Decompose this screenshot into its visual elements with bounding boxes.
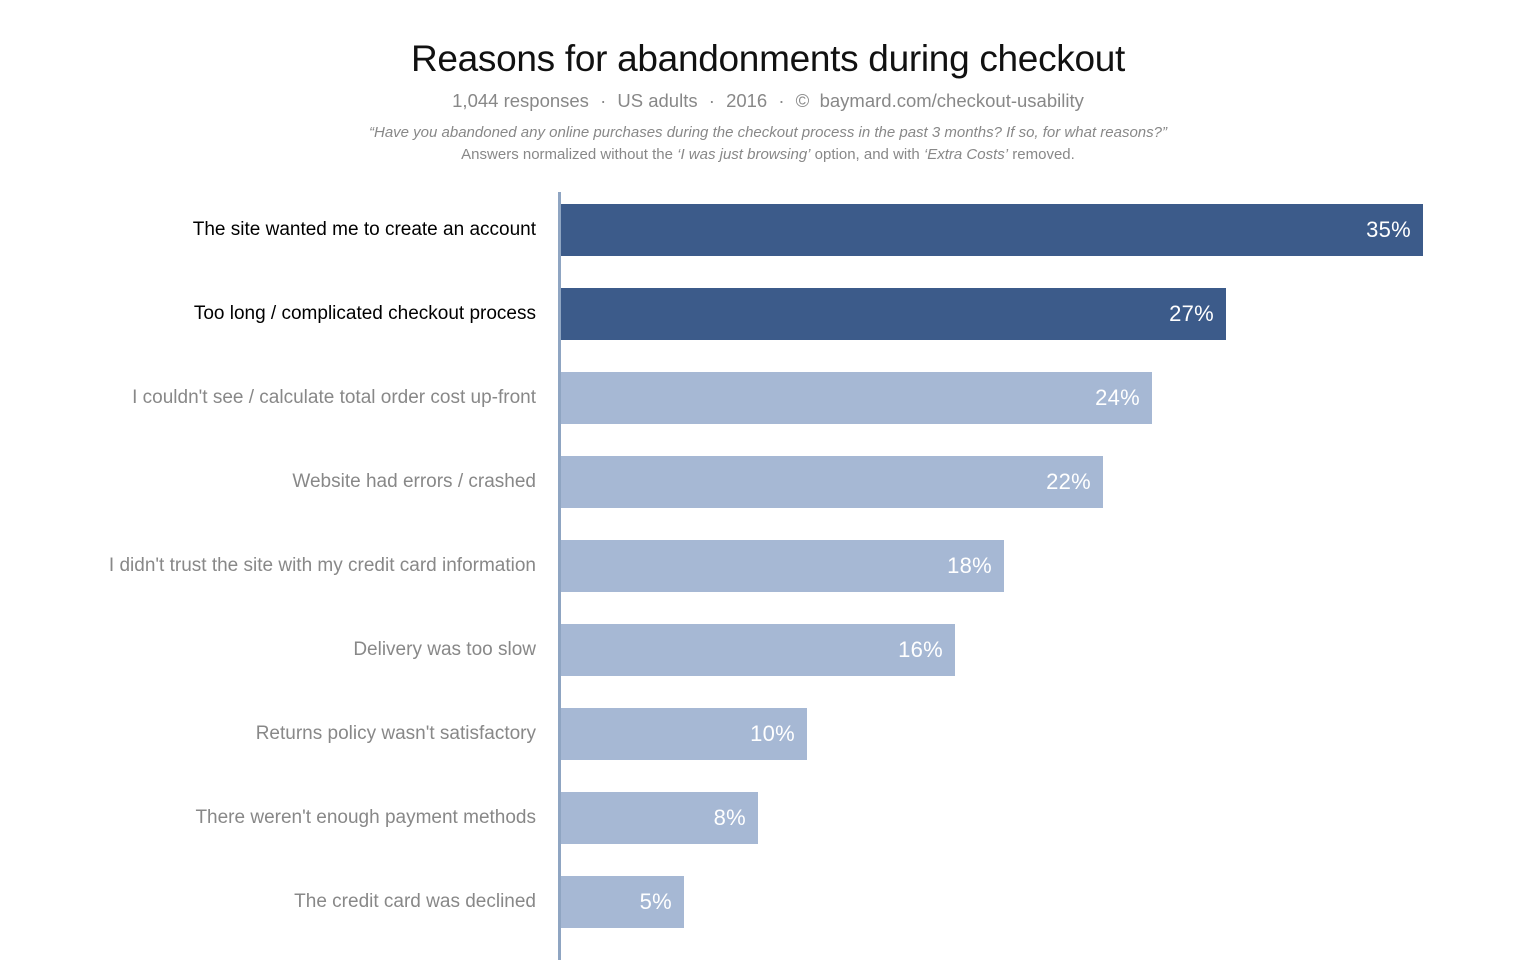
bar-row: Too long / complicated checkout process 2… <box>60 288 1476 340</box>
bar-row: The site wanted me to create an account 3… <box>60 204 1476 256</box>
bar-chart: The site wanted me to create an account 3… <box>60 192 1476 960</box>
bar-label: Too long / complicated checkout process <box>60 304 558 324</box>
bar-label: Website had errors / crashed <box>60 472 558 492</box>
bar-value: 27% <box>1169 301 1226 327</box>
survey-question: “Have you abandoned any online purchases… <box>369 124 1167 141</box>
bar-row: I didn't trust the site with my credit c… <box>60 540 1476 592</box>
bar: 27% <box>561 288 1226 340</box>
bar-value: 24% <box>1095 385 1152 411</box>
bar-value: 8% <box>714 805 758 831</box>
normalization-note: Answers normalized without the <box>461 146 677 163</box>
normalization-em-1: ‘I was just browsing’ <box>677 146 810 163</box>
source-url: baymard.com/checkout-usability <box>820 90 1084 111</box>
bar: 8% <box>561 792 758 844</box>
bar: 5% <box>561 876 684 928</box>
bar-value: 18% <box>947 553 1004 579</box>
bar-row: Returns policy wasn't satisfactory 10% <box>60 708 1476 760</box>
bar-label: The site wanted me to create an account <box>60 220 558 240</box>
chart-container: Reasons for abandonments during checkout… <box>0 0 1536 960</box>
chart-title: Reasons for abandonments during checkout <box>0 38 1536 80</box>
bar-row: Delivery was too slow 16% <box>60 624 1476 676</box>
bar-label: I didn't trust the site with my credit c… <box>60 556 558 576</box>
bar-value: 35% <box>1366 217 1423 243</box>
normalization-suffix: removed. <box>1012 146 1075 163</box>
separator-dot: · <box>709 90 715 111</box>
bar-label: Delivery was too slow <box>60 640 558 660</box>
normalization-mid: option, and with <box>815 146 924 163</box>
survey-year: 2016 <box>726 90 767 111</box>
bar-row: I couldn't see / calculate total order c… <box>60 372 1476 424</box>
survey-pop: US adults <box>617 90 697 111</box>
bar: 10% <box>561 708 807 760</box>
bar-value: 5% <box>640 889 684 915</box>
bar: 18% <box>561 540 1004 592</box>
normalization-em-2: ‘Extra Costs’ <box>924 146 1008 163</box>
bar-label: I couldn't see / calculate total order c… <box>60 388 558 408</box>
bar-value: 22% <box>1046 469 1103 495</box>
chart-caption: “Have you abandoned any online purchases… <box>0 122 1536 166</box>
chart-subtitle: 1,044 responses · US adults · 2016 · © b… <box>0 90 1536 112</box>
separator-dot: · <box>778 90 784 111</box>
bar-value: 16% <box>898 637 955 663</box>
bar-label: The credit card was declined <box>60 892 558 912</box>
bar-label: Returns policy wasn't satisfactory <box>60 724 558 744</box>
bar-label: There weren't enough payment methods <box>60 808 558 828</box>
bar: 35% <box>561 204 1423 256</box>
bar-row: The credit card was declined 5% <box>60 876 1476 928</box>
bar: 16% <box>561 624 955 676</box>
bar: 24% <box>561 372 1152 424</box>
bar-row: There weren't enough payment methods 8% <box>60 792 1476 844</box>
bar: 22% <box>561 456 1103 508</box>
copyright: © <box>796 90 810 111</box>
separator-dot: · <box>600 90 606 111</box>
bar-row: Website had errors / crashed 22% <box>60 456 1476 508</box>
bar-value: 10% <box>750 721 807 747</box>
survey-n: 1,044 responses <box>452 90 589 111</box>
